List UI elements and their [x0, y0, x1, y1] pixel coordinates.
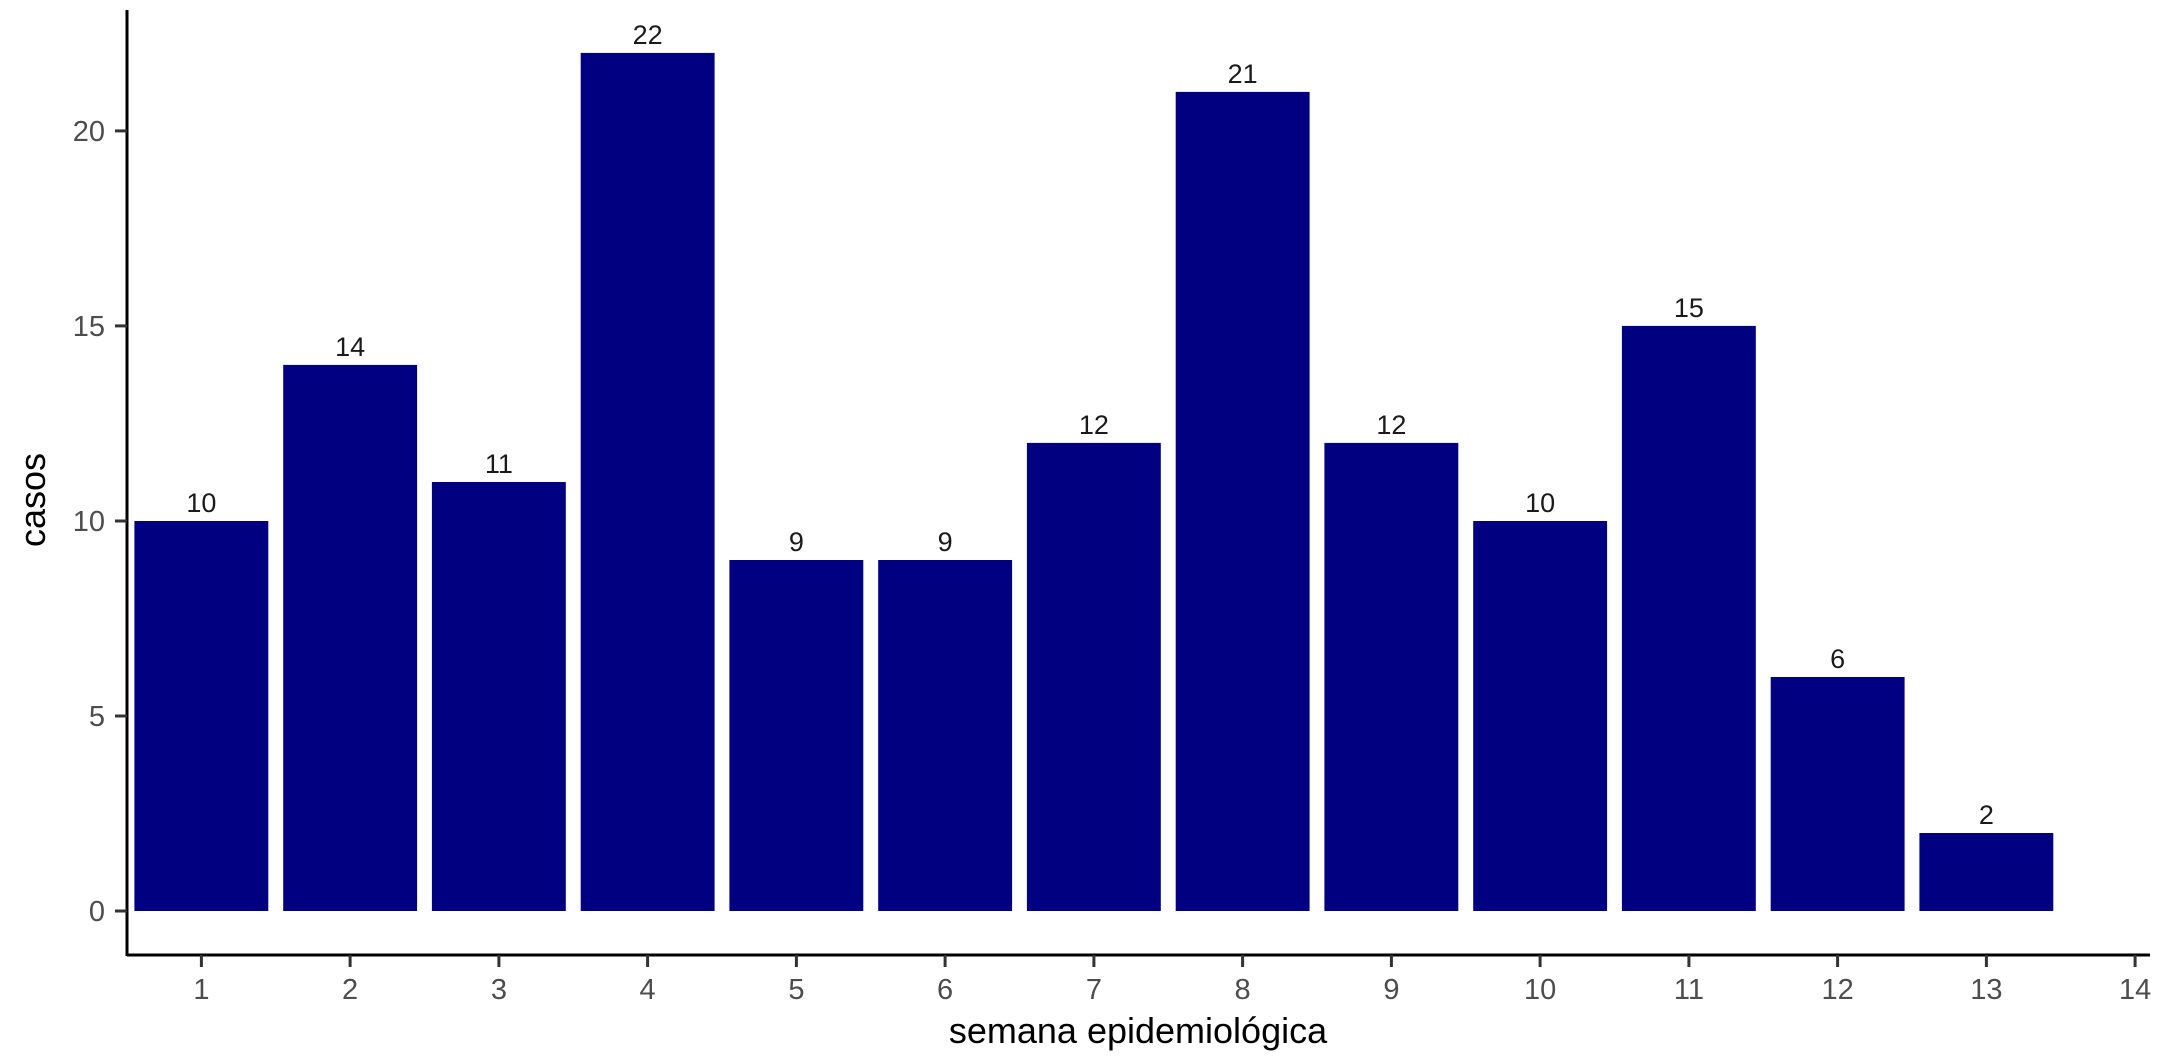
- data-label-week-1: 10: [186, 488, 216, 518]
- data-label-week-3: 11: [485, 449, 513, 479]
- bar-week-3: [431, 482, 566, 911]
- bar-week-10: [1473, 521, 1608, 911]
- x-tick-label-12: 12: [1821, 974, 1853, 1006]
- x-tick-label-10: 10: [1524, 974, 1556, 1006]
- x-tick-label-3: 3: [491, 974, 507, 1006]
- y-axis: 0 5 10 15 20: [73, 10, 129, 956]
- x-tick-label-1: 1: [193, 974, 209, 1006]
- data-label-week-12: 6: [1830, 644, 1845, 674]
- x-tick-label-6: 6: [937, 974, 953, 1006]
- y-tick-label-0: 0: [89, 896, 105, 928]
- x-tick-label-9: 9: [1383, 974, 1399, 1006]
- x-tick-label-13: 13: [1970, 974, 2002, 1006]
- data-label-week-5: 9: [789, 527, 804, 557]
- x-tick-label-8: 8: [1235, 974, 1251, 1006]
- data-label-week-8: 21: [1228, 59, 1258, 89]
- bar-week-11: [1621, 325, 1756, 911]
- y-tick-label-15: 15: [73, 311, 105, 343]
- y-axis-title: casos: [12, 453, 53, 547]
- bar-week-7: [1026, 442, 1161, 911]
- data-labels-layer: 10 14 11 22 9 9 12 21 12 10 15 6 2: [186, 20, 1994, 830]
- x-axis: 1 2 3 4 5 6 7 8 9 10 11 12 13 14: [127, 953, 2151, 1006]
- y-tick-label-20: 20: [73, 116, 105, 148]
- bar-week-8: [1175, 91, 1310, 911]
- x-tick-label-14: 14: [2119, 974, 2151, 1006]
- bar-week-1: [134, 521, 269, 911]
- data-label-week-7: 12: [1079, 410, 1109, 440]
- bars-layer: [134, 52, 2054, 911]
- x-tick-label-11: 11: [1674, 974, 1704, 1006]
- y-tick-label-10: 10: [73, 506, 105, 538]
- bar-week-9: [1324, 442, 1459, 911]
- data-label-week-6: 9: [938, 527, 953, 557]
- x-tick-label-2: 2: [342, 974, 358, 1006]
- x-tick-label-4: 4: [640, 974, 656, 1006]
- data-label-week-11: 15: [1674, 293, 1704, 323]
- bar-week-13: [1919, 833, 2054, 911]
- bar-week-2: [283, 364, 418, 911]
- x-tick-label-7: 7: [1086, 974, 1102, 1006]
- bar-week-4: [580, 52, 715, 911]
- data-label-week-2: 14: [335, 332, 365, 362]
- bar-week-6: [878, 560, 1013, 911]
- data-label-week-10: 10: [1525, 488, 1555, 518]
- bar-week-5: [729, 560, 864, 911]
- y-tick-label-5: 5: [89, 701, 105, 733]
- x-axis-title: semana epidemiológica: [949, 1010, 1328, 1051]
- data-label-week-9: 12: [1376, 410, 1406, 440]
- x-tick-label-5: 5: [788, 974, 804, 1006]
- data-label-week-13: 2: [1979, 800, 1994, 830]
- bar-week-12: [1770, 677, 1905, 911]
- data-label-week-4: 22: [633, 20, 663, 50]
